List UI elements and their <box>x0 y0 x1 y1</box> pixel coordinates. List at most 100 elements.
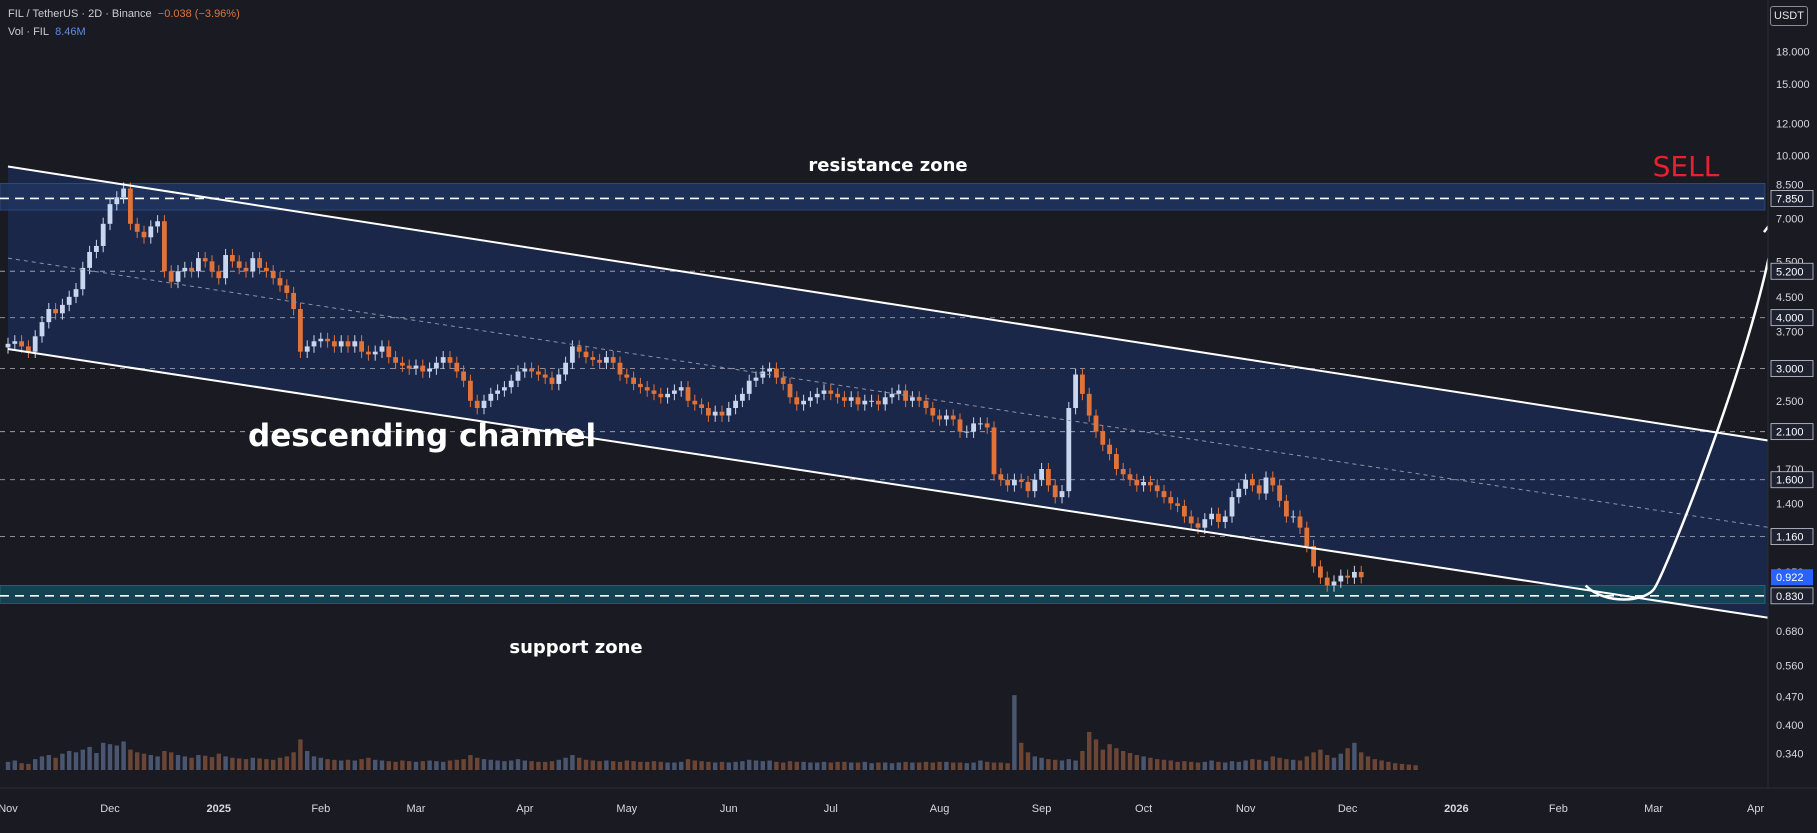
currency-button[interactable]: USDT <box>1770 6 1808 26</box>
candle-body <box>998 474 1004 480</box>
volume-bar <box>1053 759 1058 770</box>
volume-bar <box>944 761 949 770</box>
candle-body <box>1046 469 1051 486</box>
volume-bar <box>379 760 385 770</box>
candle-body <box>665 393 670 398</box>
volume-bar <box>638 761 643 770</box>
candle-body <box>556 374 562 384</box>
volume-bar <box>87 746 92 770</box>
volume-bar <box>794 761 799 770</box>
candle-body <box>400 362 405 366</box>
candle-body <box>1352 571 1357 578</box>
volume-bar <box>985 761 990 770</box>
volume-bar <box>733 761 738 770</box>
volume-bar <box>1100 749 1105 770</box>
volume-bar <box>964 763 969 770</box>
volume-bar <box>753 760 759 770</box>
candle-body <box>828 390 834 394</box>
sell-signal-label: SELL <box>1653 150 1720 183</box>
volume-bar <box>515 759 521 770</box>
level-price-tag-label: 3.000 <box>1776 364 1804 376</box>
volume-bar <box>1168 760 1173 770</box>
volume-bar <box>345 759 351 770</box>
volume-label: Vol · FIL <box>8 26 49 38</box>
candle-body <box>508 380 514 388</box>
candle-body <box>366 351 371 355</box>
level-price-tag <box>1770 423 1814 441</box>
candle-body <box>971 423 976 432</box>
level-price-tag <box>1770 528 1814 546</box>
support-zone-label: support zone <box>509 637 642 658</box>
candle-body <box>162 221 167 272</box>
candle-body <box>114 197 120 205</box>
volume-bar <box>182 756 187 770</box>
candle-body <box>345 341 351 347</box>
candle-body <box>304 346 310 352</box>
volume-bar <box>175 755 181 770</box>
level-price-tag <box>1770 587 1814 605</box>
volume-bar <box>1148 757 1153 770</box>
price-tick-label: 18.000 <box>1776 47 1810 59</box>
volume-bar <box>1114 748 1119 770</box>
volume-bar <box>821 761 827 770</box>
candle-body <box>1175 503 1180 506</box>
volume-bar <box>1229 761 1235 770</box>
volume-bar <box>420 761 425 770</box>
volume-bar <box>1059 760 1065 770</box>
volume-bar <box>1202 761 1207 770</box>
volume-bar <box>672 762 677 770</box>
level-price-tag-label: 0.830 <box>1776 591 1804 603</box>
candle-body <box>100 223 106 246</box>
candle-body <box>549 377 555 384</box>
volume-bar <box>291 752 296 770</box>
volume-bar <box>869 763 874 770</box>
volume-bar <box>726 762 731 770</box>
candle-body <box>461 371 466 381</box>
time-tick-label: Feb <box>1549 803 1568 815</box>
volume-bar <box>257 758 262 770</box>
volume-bar <box>1393 763 1398 770</box>
candle-body <box>393 357 398 363</box>
candle-body <box>372 351 378 355</box>
volume-bar <box>1182 761 1187 770</box>
volume-bar <box>842 761 847 770</box>
candle-body <box>311 341 317 347</box>
volume-bar <box>815 762 820 770</box>
candle-body <box>66 296 72 305</box>
volume-bar <box>740 761 745 770</box>
volume-bar <box>1107 744 1112 770</box>
candle-body <box>230 255 235 262</box>
candle-body <box>842 397 847 401</box>
volume-bar <box>94 753 99 770</box>
candle-body <box>447 357 453 363</box>
volume-bar <box>706 761 711 770</box>
volume-bar <box>1155 759 1160 770</box>
volume-bar <box>53 757 58 770</box>
volume-bar <box>107 744 113 770</box>
volume-bar <box>277 757 283 770</box>
volume-bar <box>543 761 548 770</box>
volume-bar <box>651 761 657 770</box>
candle-body <box>80 267 86 290</box>
volume-bar <box>1127 753 1133 770</box>
volume-bar <box>889 763 895 770</box>
volume-bar <box>1080 750 1085 770</box>
volume-bar <box>271 759 276 770</box>
volume-bar <box>930 762 935 770</box>
candle-body <box>1005 479 1010 486</box>
volume-bar <box>502 761 507 770</box>
volume-bar <box>883 762 888 770</box>
candle-body <box>740 393 745 401</box>
candle-body <box>644 387 650 391</box>
candle-body <box>189 267 194 272</box>
volume-bar <box>631 761 636 770</box>
volume-bar <box>318 757 323 770</box>
last-price-tag <box>1771 569 1813 586</box>
volume-bar <box>128 749 133 770</box>
volume-bar <box>1297 760 1303 770</box>
volume-bar <box>699 761 704 770</box>
candle-body <box>536 371 541 375</box>
candle-body <box>672 390 677 394</box>
